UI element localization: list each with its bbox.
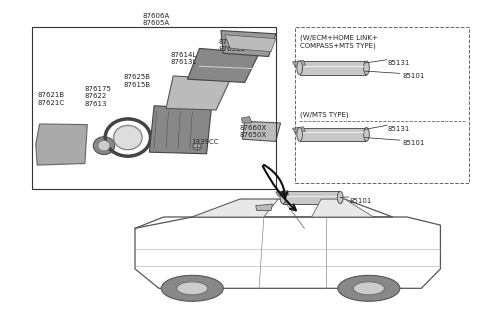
Polygon shape: [241, 116, 252, 123]
Ellipse shape: [353, 282, 384, 295]
Text: 85101: 85101: [402, 140, 425, 146]
Ellipse shape: [364, 61, 369, 75]
Polygon shape: [188, 48, 259, 82]
Polygon shape: [300, 61, 366, 75]
Text: 87606A
87605A: 87606A 87605A: [142, 13, 169, 26]
Text: (W/MTS TYPE): (W/MTS TYPE): [300, 112, 348, 118]
Text: 876175
87622
87613: 876175 87622 87613: [85, 86, 112, 107]
Bar: [33, 27, 276, 189]
Ellipse shape: [98, 141, 110, 151]
Ellipse shape: [338, 275, 400, 301]
Ellipse shape: [114, 125, 142, 150]
Ellipse shape: [161, 275, 223, 301]
Ellipse shape: [297, 61, 302, 75]
Text: (W/ECM+HOME LINK+
COMPASS+MTS TYPE): (W/ECM+HOME LINK+ COMPASS+MTS TYPE): [300, 35, 377, 49]
Polygon shape: [242, 121, 281, 142]
Polygon shape: [283, 191, 340, 204]
Polygon shape: [221, 30, 276, 57]
Text: 1339CC: 1339CC: [192, 139, 219, 145]
Text: 87614L
87613L: 87614L 87613L: [171, 52, 197, 65]
Text: 87621B
87621C: 87621B 87621C: [37, 92, 64, 106]
Polygon shape: [300, 128, 366, 141]
Ellipse shape: [177, 282, 208, 295]
Polygon shape: [312, 199, 373, 217]
Polygon shape: [225, 35, 276, 52]
Polygon shape: [292, 127, 305, 133]
Polygon shape: [292, 60, 305, 66]
Polygon shape: [166, 76, 230, 110]
Ellipse shape: [364, 128, 369, 141]
Polygon shape: [149, 106, 211, 154]
Ellipse shape: [93, 137, 115, 155]
Polygon shape: [192, 199, 278, 217]
Text: 85131: 85131: [388, 126, 410, 131]
Ellipse shape: [337, 191, 343, 204]
Text: 85101: 85101: [402, 73, 425, 79]
Ellipse shape: [297, 128, 302, 141]
Text: 85131: 85131: [388, 60, 410, 66]
Polygon shape: [256, 204, 273, 211]
Text: 87660X
87650X: 87660X 87650X: [240, 125, 267, 138]
Text: 87625B
87615B: 87625B 87615B: [123, 74, 150, 88]
Ellipse shape: [193, 144, 201, 150]
Ellipse shape: [280, 191, 286, 204]
Bar: [295, 27, 469, 183]
Polygon shape: [276, 191, 288, 196]
Text: 85101: 85101: [350, 198, 372, 203]
Polygon shape: [36, 124, 87, 165]
Text: 87632B
87631B: 87632B 87631B: [218, 39, 246, 52]
